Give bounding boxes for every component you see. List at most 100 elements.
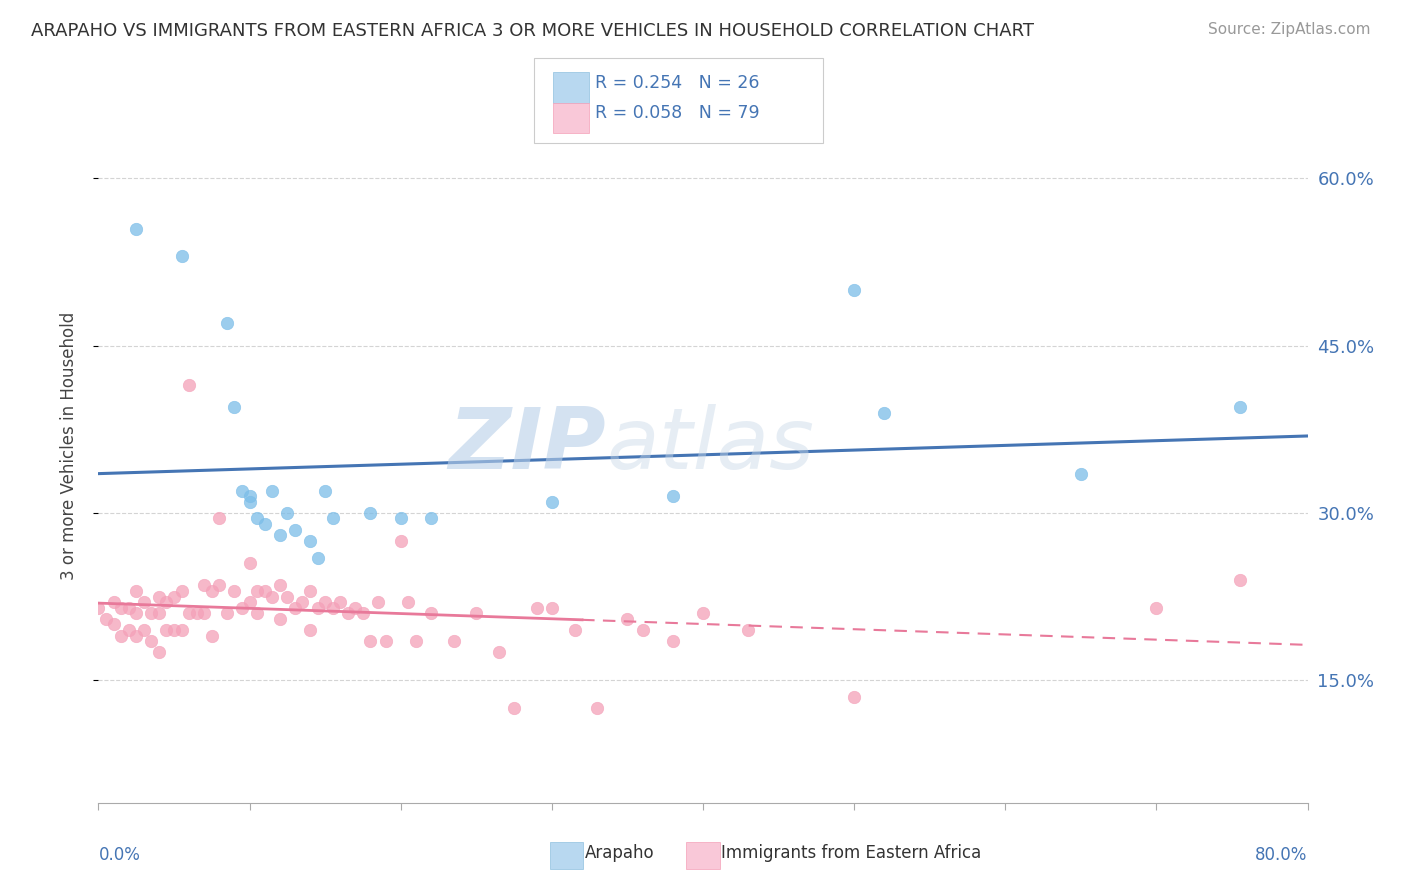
Point bbox=[360, 506, 382, 520]
Point bbox=[155, 595, 177, 609]
Point bbox=[661, 489, 683, 503]
Point bbox=[170, 583, 193, 598]
Point bbox=[284, 600, 307, 615]
Point bbox=[389, 533, 412, 548]
Point bbox=[125, 583, 148, 598]
Point bbox=[420, 511, 443, 525]
Text: 80.0%: 80.0% bbox=[1256, 846, 1308, 863]
Point bbox=[307, 600, 329, 615]
Point bbox=[291, 595, 314, 609]
Point bbox=[526, 600, 548, 615]
Point bbox=[276, 506, 298, 520]
Point bbox=[118, 623, 141, 637]
Point bbox=[374, 634, 396, 648]
Point bbox=[322, 511, 344, 525]
Point bbox=[540, 600, 562, 615]
Point bbox=[488, 645, 510, 659]
Point bbox=[87, 600, 110, 615]
Point bbox=[269, 578, 291, 592]
Point bbox=[148, 645, 170, 659]
Text: R = 0.058   N = 79: R = 0.058 N = 79 bbox=[595, 104, 759, 122]
Point bbox=[262, 483, 284, 498]
Point bbox=[299, 583, 322, 598]
Text: 0.0%: 0.0% bbox=[98, 846, 141, 863]
Point bbox=[208, 511, 231, 525]
Point bbox=[239, 494, 262, 508]
Point bbox=[352, 607, 374, 621]
Point bbox=[844, 283, 866, 297]
Point bbox=[284, 523, 307, 537]
Point bbox=[344, 600, 367, 615]
Point bbox=[465, 607, 488, 621]
Text: ARAPAHO VS IMMIGRANTS FROM EASTERN AFRICA 3 OR MORE VEHICLES IN HOUSEHOLD CORREL: ARAPAHO VS IMMIGRANTS FROM EASTERN AFRIC… bbox=[31, 22, 1033, 40]
Point bbox=[155, 623, 177, 637]
Text: R = 0.254   N = 26: R = 0.254 N = 26 bbox=[595, 74, 759, 92]
Point bbox=[307, 550, 329, 565]
Point bbox=[336, 607, 359, 621]
Point bbox=[215, 607, 238, 621]
Point bbox=[141, 607, 163, 621]
Point bbox=[231, 483, 253, 498]
Y-axis label: 3 or more Vehicles in Household: 3 or more Vehicles in Household bbox=[59, 312, 77, 580]
Point bbox=[103, 595, 125, 609]
Point bbox=[360, 634, 382, 648]
Point bbox=[110, 600, 132, 615]
Point bbox=[389, 511, 412, 525]
Point bbox=[367, 595, 389, 609]
Point bbox=[737, 623, 759, 637]
Point bbox=[215, 316, 238, 330]
Point bbox=[132, 623, 155, 637]
Point bbox=[125, 221, 148, 235]
Point bbox=[1144, 600, 1167, 615]
Point bbox=[269, 612, 291, 626]
Point bbox=[110, 628, 132, 642]
Point bbox=[873, 405, 896, 419]
Point bbox=[586, 701, 609, 715]
Point bbox=[148, 607, 170, 621]
Point bbox=[299, 533, 322, 548]
Point bbox=[163, 623, 186, 637]
Point bbox=[1070, 467, 1092, 481]
Point bbox=[405, 634, 427, 648]
Point bbox=[246, 607, 269, 621]
Point bbox=[322, 600, 344, 615]
Point bbox=[844, 690, 866, 704]
Text: ZIP: ZIP bbox=[449, 404, 606, 488]
Point bbox=[239, 556, 262, 570]
Point bbox=[239, 489, 262, 503]
Point bbox=[224, 583, 246, 598]
Point bbox=[246, 583, 269, 598]
Point bbox=[103, 617, 125, 632]
Point bbox=[125, 628, 148, 642]
Point bbox=[692, 607, 714, 621]
Point bbox=[276, 590, 298, 604]
Point bbox=[1229, 400, 1251, 414]
Point bbox=[262, 590, 284, 604]
Point bbox=[616, 612, 638, 626]
Point bbox=[253, 583, 276, 598]
Text: atlas: atlas bbox=[606, 404, 814, 488]
Point bbox=[201, 583, 224, 598]
Point bbox=[253, 517, 276, 532]
Point bbox=[314, 483, 336, 498]
Point bbox=[118, 600, 141, 615]
Point bbox=[564, 623, 586, 637]
Point bbox=[269, 528, 291, 542]
Point bbox=[132, 595, 155, 609]
Point bbox=[170, 623, 193, 637]
Point bbox=[231, 600, 253, 615]
Point bbox=[179, 607, 201, 621]
Point bbox=[631, 623, 654, 637]
Point bbox=[314, 595, 336, 609]
Point bbox=[503, 701, 526, 715]
Point bbox=[208, 578, 231, 592]
Point bbox=[125, 607, 148, 621]
Point bbox=[148, 590, 170, 604]
Point bbox=[193, 578, 215, 592]
Point bbox=[224, 400, 246, 414]
Point bbox=[299, 623, 322, 637]
Text: Arapaho: Arapaho bbox=[585, 844, 655, 862]
Point bbox=[239, 595, 262, 609]
Point bbox=[396, 595, 419, 609]
Point bbox=[540, 494, 562, 508]
